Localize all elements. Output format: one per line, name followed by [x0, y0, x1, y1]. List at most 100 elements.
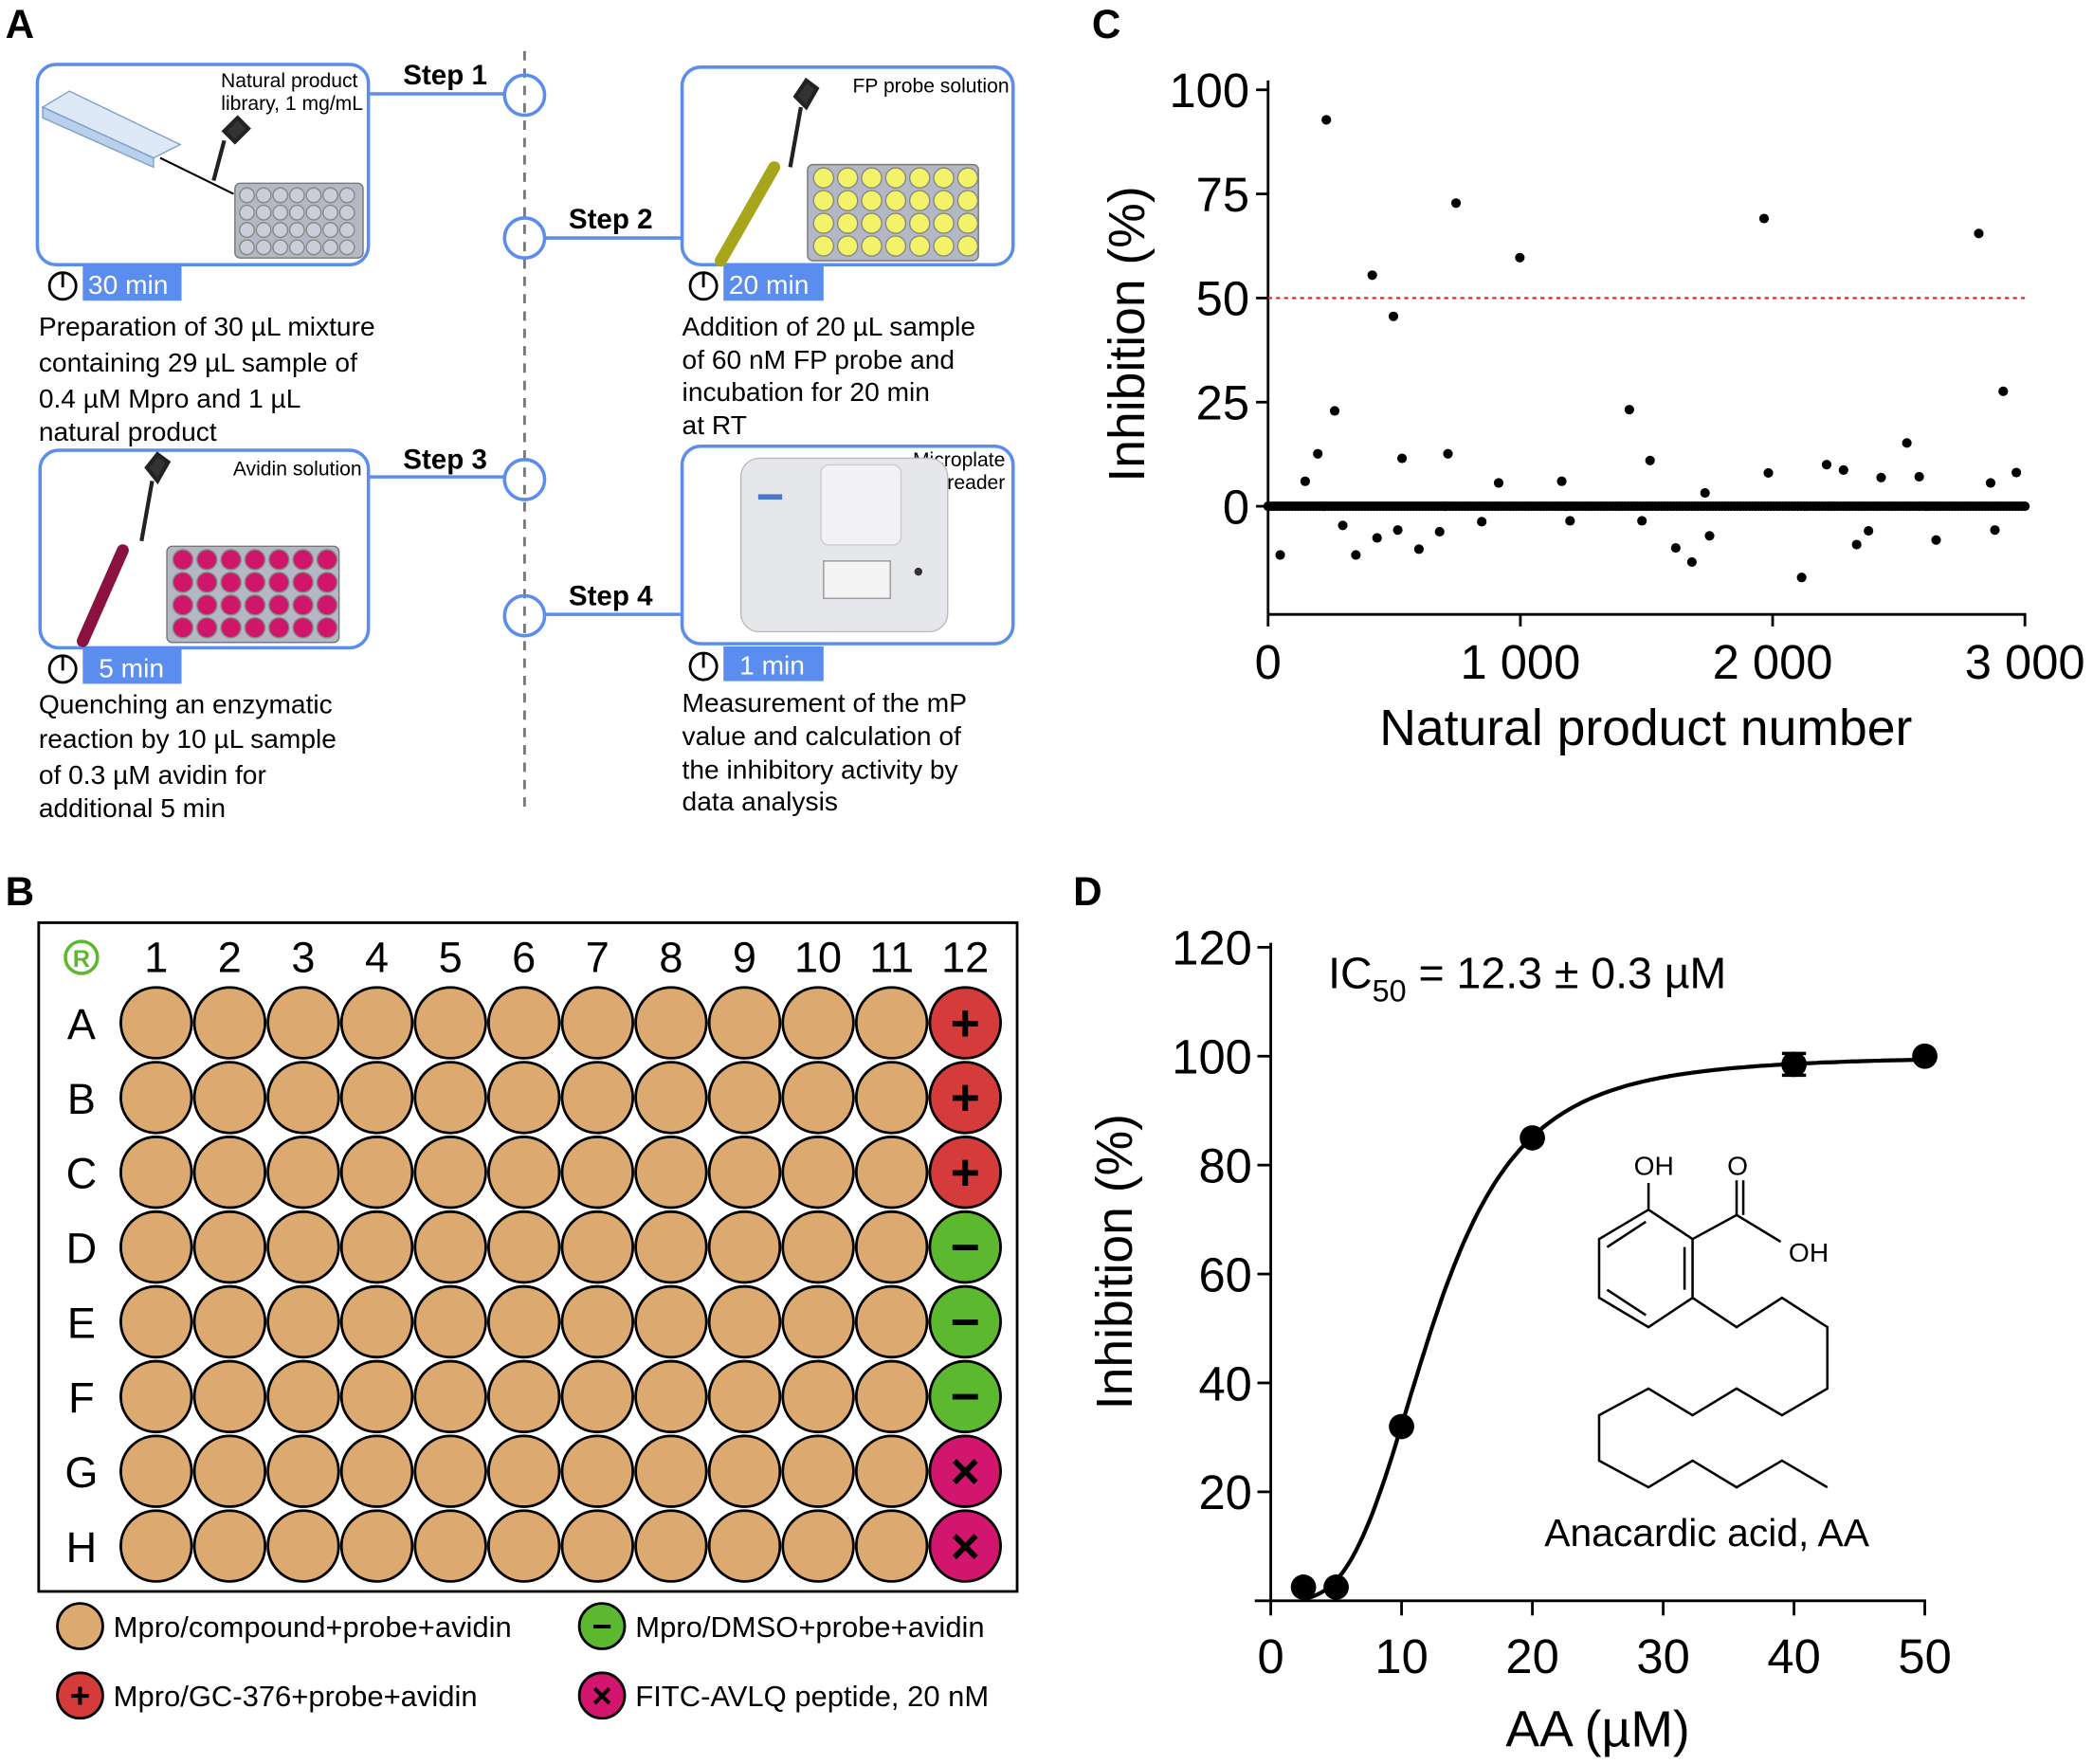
description-line: value and calculation of	[682, 721, 961, 751]
data-point	[1450, 198, 1462, 209]
well-F8	[634, 1359, 708, 1434]
well-A2	[192, 986, 267, 1060]
well-A6	[486, 986, 561, 1060]
data-point	[1434, 526, 1445, 536]
well-E2	[192, 1284, 267, 1359]
timer-1: 30 min	[47, 265, 182, 301]
column-label-9: 9	[733, 934, 756, 982]
data-point	[1556, 476, 1567, 486]
description-line: Measurement of the mP	[682, 688, 967, 718]
mini-well	[244, 572, 266, 593]
row-label-G: G	[64, 1448, 98, 1497]
data-point	[1851, 539, 1862, 550]
column-label-7: 7	[586, 934, 610, 982]
well-C12	[928, 1136, 1002, 1209]
row-label-E: E	[67, 1299, 96, 1347]
mini-well	[884, 167, 907, 189]
well-F3	[266, 1359, 340, 1434]
data-point	[1565, 516, 1575, 526]
mini-well	[196, 594, 218, 616]
svg-text:R: R	[73, 946, 90, 973]
well-A7	[560, 986, 635, 1060]
data-point	[1323, 1574, 1349, 1600]
step-1: Natural product library, 1 mg/mL	[35, 63, 371, 266]
well-F10	[781, 1359, 855, 1434]
mini-well	[933, 190, 955, 211]
mini-well	[244, 549, 266, 571]
data-point	[1902, 438, 1912, 448]
mini-well	[338, 204, 355, 221]
column-label-3: 3	[291, 934, 315, 982]
x-tick-label: 40	[1767, 1629, 1820, 1683]
well-G3	[266, 1434, 340, 1508]
panel-c: C 0 25 50 75 100 0 1 000 2 000 3 000 Natural prod…	[1092, 2, 2085, 756]
well-E5	[413, 1284, 487, 1359]
step-1-node	[502, 73, 547, 118]
stopwatch-icon	[47, 271, 78, 301]
data-point	[1388, 311, 1399, 321]
well-H4	[339, 1509, 414, 1583]
mini-well	[172, 572, 194, 593]
chem-label-o: O	[1727, 1152, 1748, 1181]
well-C11	[854, 1136, 929, 1209]
y-tick-label: 25	[1196, 376, 1249, 430]
x-tick-label: 50	[1898, 1629, 1951, 1683]
well-B10	[781, 1061, 855, 1135]
compound-name: Anacardic acid, AA	[1544, 1511, 1869, 1555]
y-axis-label: Inhibition (%)	[1100, 186, 1156, 482]
step-3-node	[502, 458, 547, 501]
data-point	[1397, 453, 1408, 464]
step-2-box-label: FP probe solution	[852, 76, 1009, 98]
well-H5	[413, 1509, 487, 1583]
mini-well	[933, 167, 955, 189]
well-C1	[119, 1136, 193, 1209]
data-point	[1912, 1043, 1938, 1069]
well-H6	[486, 1509, 561, 1583]
description-line: at RT	[682, 410, 747, 440]
step-4-description: Measurement of the mP value and calculat…	[682, 688, 967, 816]
y-tick-label: 100	[1169, 64, 1249, 118]
data-point	[1914, 471, 1924, 482]
description-line: incubation for 20 min	[682, 377, 930, 407]
mini-well	[288, 187, 305, 204]
mini-well	[268, 616, 290, 639]
well-G10	[781, 1434, 855, 1508]
data-point	[1864, 525, 1874, 536]
well-H2	[192, 1509, 267, 1583]
x-tick-label: 1 000	[1460, 635, 1580, 689]
description-line: Preparation of 30 µL mixture	[39, 312, 375, 341]
well-F11	[854, 1359, 929, 1434]
mini-well	[239, 222, 255, 239]
data-point	[1974, 228, 1984, 239]
column-label-5: 5	[439, 934, 463, 982]
mini-well	[272, 239, 289, 256]
legend-symbol-positive: +	[70, 1676, 90, 1715]
description-line: containing 29 µL sample of	[39, 348, 357, 377]
legend-symbol-peptide: ×	[592, 1676, 611, 1715]
well-F2	[192, 1359, 267, 1434]
data-point	[1367, 270, 1377, 281]
well-D5	[413, 1209, 487, 1284]
well-F5	[413, 1359, 487, 1434]
mini-well	[292, 594, 314, 616]
well-F7	[560, 1359, 635, 1434]
column-label-2: 2	[218, 934, 242, 982]
well-F1	[119, 1359, 193, 1434]
x-axis-label: AA (µM)	[1505, 1701, 1689, 1757]
y-tick-label: 100	[1172, 1030, 1252, 1084]
x-tick-label: 2 000	[1713, 635, 1833, 689]
anacardic-acid-structure	[1597, 1180, 1829, 1489]
column-label-8: 8	[659, 934, 682, 982]
well-G1	[119, 1434, 193, 1508]
data-point	[1275, 550, 1285, 560]
mini-well	[956, 235, 979, 257]
mini-well	[268, 549, 290, 571]
mini-well	[861, 212, 883, 234]
step-2-label: Step 2	[569, 204, 653, 235]
well-D9	[707, 1209, 782, 1284]
mini-well	[933, 235, 955, 257]
well-D6	[486, 1209, 561, 1284]
well-symbol-B12: +	[951, 1070, 980, 1126]
